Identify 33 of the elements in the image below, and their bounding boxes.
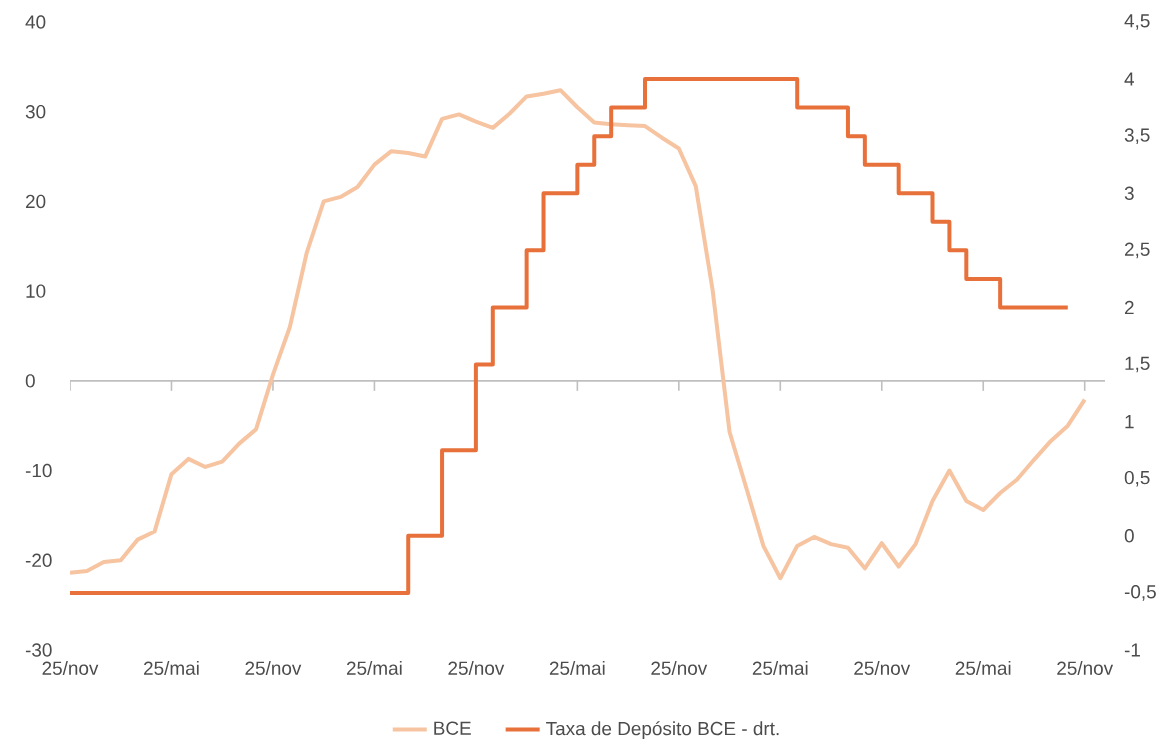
x-tick-label: 25/mai [752, 661, 808, 675]
y-tick-label: 30 [25, 104, 46, 119]
y2-tick-label: -0,5 [1124, 585, 1156, 601]
x-tick-label: 25/mai [346, 661, 402, 675]
y2-tick-label: 4,5 [1124, 14, 1150, 30]
y-tick-label: -30 [25, 643, 52, 657]
y-tick-label: -10 [25, 463, 52, 478]
y-tick-label: -20 [25, 553, 52, 567]
y-tick-label: 20 [25, 194, 46, 209]
legend-label: BCE [434, 721, 471, 735]
x-tick-label: 25/nov [42, 661, 99, 675]
x-tick-label: 25/nov [245, 661, 302, 675]
y2-tick-label: 0 [1124, 529, 1134, 543]
y2-tick-label: 1,5 [1125, 356, 1150, 373]
y2-tick-label: 1 [1125, 415, 1134, 429]
y-tick-label: 10 [26, 284, 46, 298]
y2-tick-label: 3,5 [1124, 128, 1150, 144]
x-tick-label: 25/nov [1057, 661, 1114, 675]
x-tick-label: 25/mai [144, 661, 199, 675]
x-tick-label: 25/nov [651, 661, 708, 675]
legend-label: Taxa de Depósito BCE - drt. [546, 721, 779, 740]
y2-tick-label: 3 [1124, 186, 1134, 200]
y2-tick-label: 2,5 [1124, 242, 1150, 259]
y2-tick-label: 4 [1124, 72, 1135, 86]
x-tick-label: 25/mai [549, 661, 605, 675]
y2-tick-label: -1 [1124, 643, 1140, 657]
y-tick-label: 0 [25, 374, 35, 388]
x-tick-label: 25/mai [955, 661, 1011, 675]
y2-tick-label: 2 [1124, 300, 1134, 315]
y2-tick-label: 0,5 [1124, 470, 1150, 487]
y-tick-label: 40 [25, 15, 46, 29]
x-tick-label: 25/nov [854, 661, 911, 675]
x-tick-label: 25/nov [448, 661, 505, 675]
